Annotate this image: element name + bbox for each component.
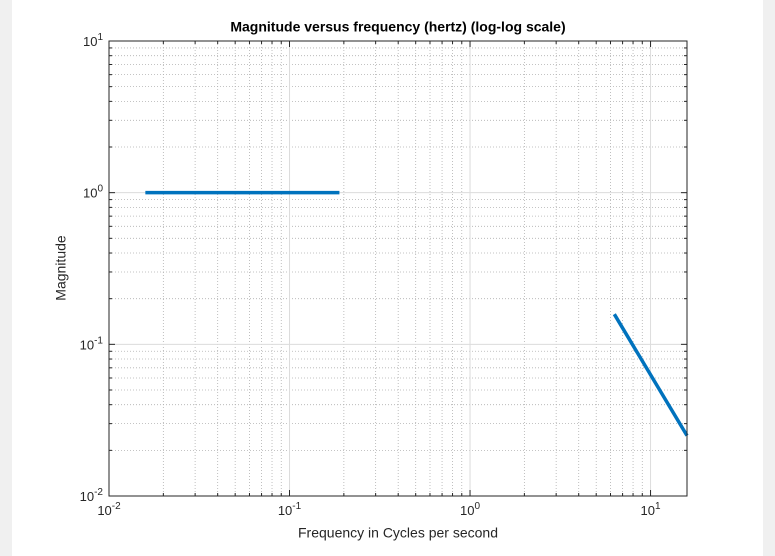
grid — [108, 40, 687, 497]
tick-label: 101 — [641, 501, 661, 519]
x-axis-label: Frequency in Cycles per second — [298, 525, 498, 541]
tick-label-base: 10 — [460, 503, 474, 518]
tick-label-exponent: -1 — [94, 335, 103, 346]
tick-label-exponent: 0 — [474, 501, 480, 512]
tick-label-base: 10 — [80, 338, 94, 353]
tick-label-base: 10 — [83, 186, 97, 201]
data-line — [612, 313, 689, 437]
tick-label-exponent: 0 — [97, 183, 103, 194]
tick-label-exponent: -2 — [112, 501, 121, 512]
tick-label-exponent: 1 — [97, 32, 103, 43]
tick-label-base: 10 — [80, 489, 94, 504]
tick-label-exponent: -2 — [94, 487, 103, 498]
chart-title: Magnitude versus frequency (hertz) (log-… — [230, 19, 565, 35]
tick-label-base: 10 — [83, 34, 97, 49]
tick-label-exponent: 1 — [655, 501, 661, 512]
tick-label: 100 — [460, 501, 480, 519]
marks — [145, 190, 689, 437]
tick-label: 101 — [83, 32, 103, 50]
tick-label: 10-2 — [80, 487, 104, 505]
tick-label: 10-1 — [80, 335, 104, 353]
y-axis-label: Magnitude — [53, 235, 69, 301]
tick-label: 10-2 — [97, 501, 121, 519]
plot-area — [109, 41, 687, 496]
tick-label-base: 10 — [97, 503, 111, 518]
tick-label-base: 10 — [278, 503, 292, 518]
tick-label-base: 10 — [641, 503, 655, 518]
tick-label: 10-1 — [278, 501, 302, 519]
tick-label: 100 — [83, 183, 103, 201]
tick-label-exponent: -1 — [292, 501, 301, 512]
